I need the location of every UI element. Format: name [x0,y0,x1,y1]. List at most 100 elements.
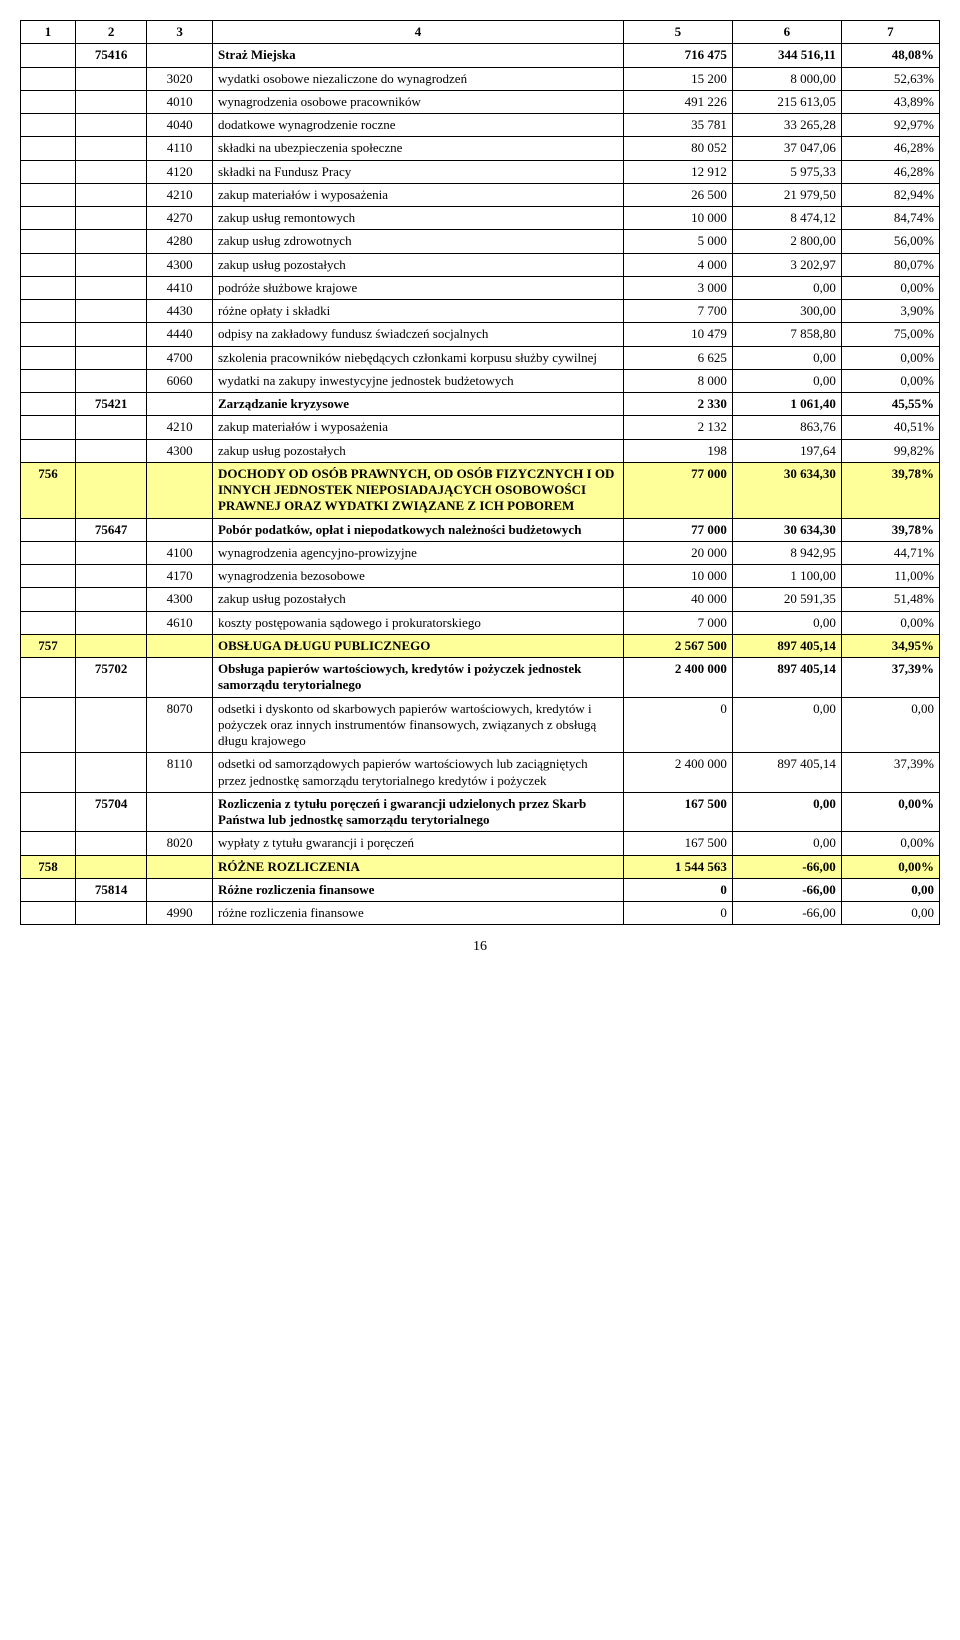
table-cell: 8110 [147,753,213,793]
table-cell [21,183,76,206]
table-cell: szkolenia pracowników niebędących członk… [212,346,623,369]
table-cell [76,634,147,657]
table-cell: 11,00% [841,565,939,588]
table-cell: 8 000 [623,369,732,392]
table-cell: 167 500 [623,792,732,832]
table-cell: 7 700 [623,300,732,323]
table-cell: 56,00% [841,230,939,253]
table-cell [21,393,76,416]
table-cell: 75,00% [841,323,939,346]
table-header-row: 1234567 [21,21,940,44]
table-cell: 75702 [76,658,147,698]
table-cell [76,183,147,206]
table-row: 75704Rozliczenia z tytułu poręczeń i gwa… [21,792,940,832]
table-row: 4210zakup materiałów i wyposażenia26 500… [21,183,940,206]
table-cell: 39,78% [841,462,939,518]
table-cell [147,518,213,541]
table-cell: odpisy na zakładowy fundusz świadczeń so… [212,323,623,346]
table-cell [76,300,147,323]
table-cell: 8 000,00 [732,67,841,90]
table-cell [76,90,147,113]
table-cell: odsetki i dyskonto od skarbowych papieró… [212,697,623,753]
table-cell [147,634,213,657]
table-cell: zakup usług remontowych [212,207,623,230]
table-cell [21,160,76,183]
table-cell: odsetki od samorządowych papierów wartoś… [212,753,623,793]
table-cell: wynagrodzenia agencyjno-prowizyjne [212,541,623,564]
table-cell: 20 000 [623,541,732,564]
table-row: 757OBSŁUGA DŁUGU PUBLICZNEGO2 567 500897… [21,634,940,657]
table-row: 4430różne opłaty i składki7 700300,003,9… [21,300,940,323]
table-cell: zakup materiałów i wyposażenia [212,416,623,439]
table-cell: 0,00 [841,878,939,901]
table-cell: 6 625 [623,346,732,369]
table-row: 75416Straż Miejska716 475344 516,1148,08… [21,44,940,67]
table-cell [21,44,76,67]
table-cell: 8 474,12 [732,207,841,230]
table-cell: 215 613,05 [732,90,841,113]
table-cell: 0,00% [841,611,939,634]
table-cell: wynagrodzenia osobowe pracowników [212,90,623,113]
table-cell [76,230,147,253]
table-cell: Zarządzanie kryzysowe [212,393,623,416]
table-cell: Pobór podatków, opłat i niepodatkowych n… [212,518,623,541]
table-cell [76,67,147,90]
table-cell [76,855,147,878]
table-cell: 40 000 [623,588,732,611]
table-cell: 7 858,80 [732,323,841,346]
table-cell: 4 000 [623,253,732,276]
table-cell: 897 405,14 [732,634,841,657]
table-cell: wydatki na zakupy inwestycyjne jednostek… [212,369,623,392]
table-cell [76,369,147,392]
table-cell: 4300 [147,588,213,611]
table-cell: 0 [623,878,732,901]
table-cell: 4410 [147,276,213,299]
table-row: 4300zakup usług pozostałych40 00020 591,… [21,588,940,611]
table-row: 4280zakup usług zdrowotnych5 0002 800,00… [21,230,940,253]
table-row: 75814Różne rozliczenia finansowe0-66,000… [21,878,940,901]
table-cell [21,565,76,588]
table-cell: 99,82% [841,439,939,462]
table-cell [76,253,147,276]
table-cell: -66,00 [732,855,841,878]
table-row: 75647Pobór podatków, opłat i niepodatkow… [21,518,940,541]
table-cell: 75814 [76,878,147,901]
table-cell: 80 052 [623,137,732,160]
table-cell [76,902,147,925]
table-cell: 30 634,30 [732,518,841,541]
table-cell: Rozliczenia z tytułu poręczeń i gwarancj… [212,792,623,832]
table-cell: 43,89% [841,90,939,113]
table-header-cell: 4 [212,21,623,44]
table-cell: 4100 [147,541,213,564]
table-cell: 6060 [147,369,213,392]
table-cell [21,300,76,323]
table-cell: 2 800,00 [732,230,841,253]
table-cell [147,393,213,416]
table-cell: 4270 [147,207,213,230]
table-cell: 4700 [147,346,213,369]
table-cell: 2 400 000 [623,753,732,793]
table-row: 4010wynagrodzenia osobowe pracowników491… [21,90,940,113]
table-cell: 3,90% [841,300,939,323]
table-cell [21,878,76,901]
table-cell: 52,63% [841,67,939,90]
table-row: 4210zakup materiałów i wyposażenia2 1328… [21,416,940,439]
table-row: 8070odsetki i dyskonto od skarbowych pap… [21,697,940,753]
table-cell: 12 912 [623,160,732,183]
table-cell [21,541,76,564]
table-cell: wydatki osobowe niezaliczone do wynagrod… [212,67,623,90]
table-cell [21,832,76,855]
table-row: 4110składki na ubezpieczenia społeczne80… [21,137,940,160]
table-cell: 75416 [76,44,147,67]
table-cell: 10 000 [623,565,732,588]
table-cell: 4280 [147,230,213,253]
table-cell: 39,78% [841,518,939,541]
table-cell: 15 200 [623,67,732,90]
table-cell: 7 000 [623,611,732,634]
table-cell: dodatkowe wynagrodzenie roczne [212,114,623,137]
table-cell [76,137,147,160]
table-cell: Obsługa papierów wartościowych, kredytów… [212,658,623,698]
table-cell: 77 000 [623,518,732,541]
table-row: 3020wydatki osobowe niezaliczone do wyna… [21,67,940,90]
table-body: 123456775416Straż Miejska716 475344 516,… [21,21,940,925]
